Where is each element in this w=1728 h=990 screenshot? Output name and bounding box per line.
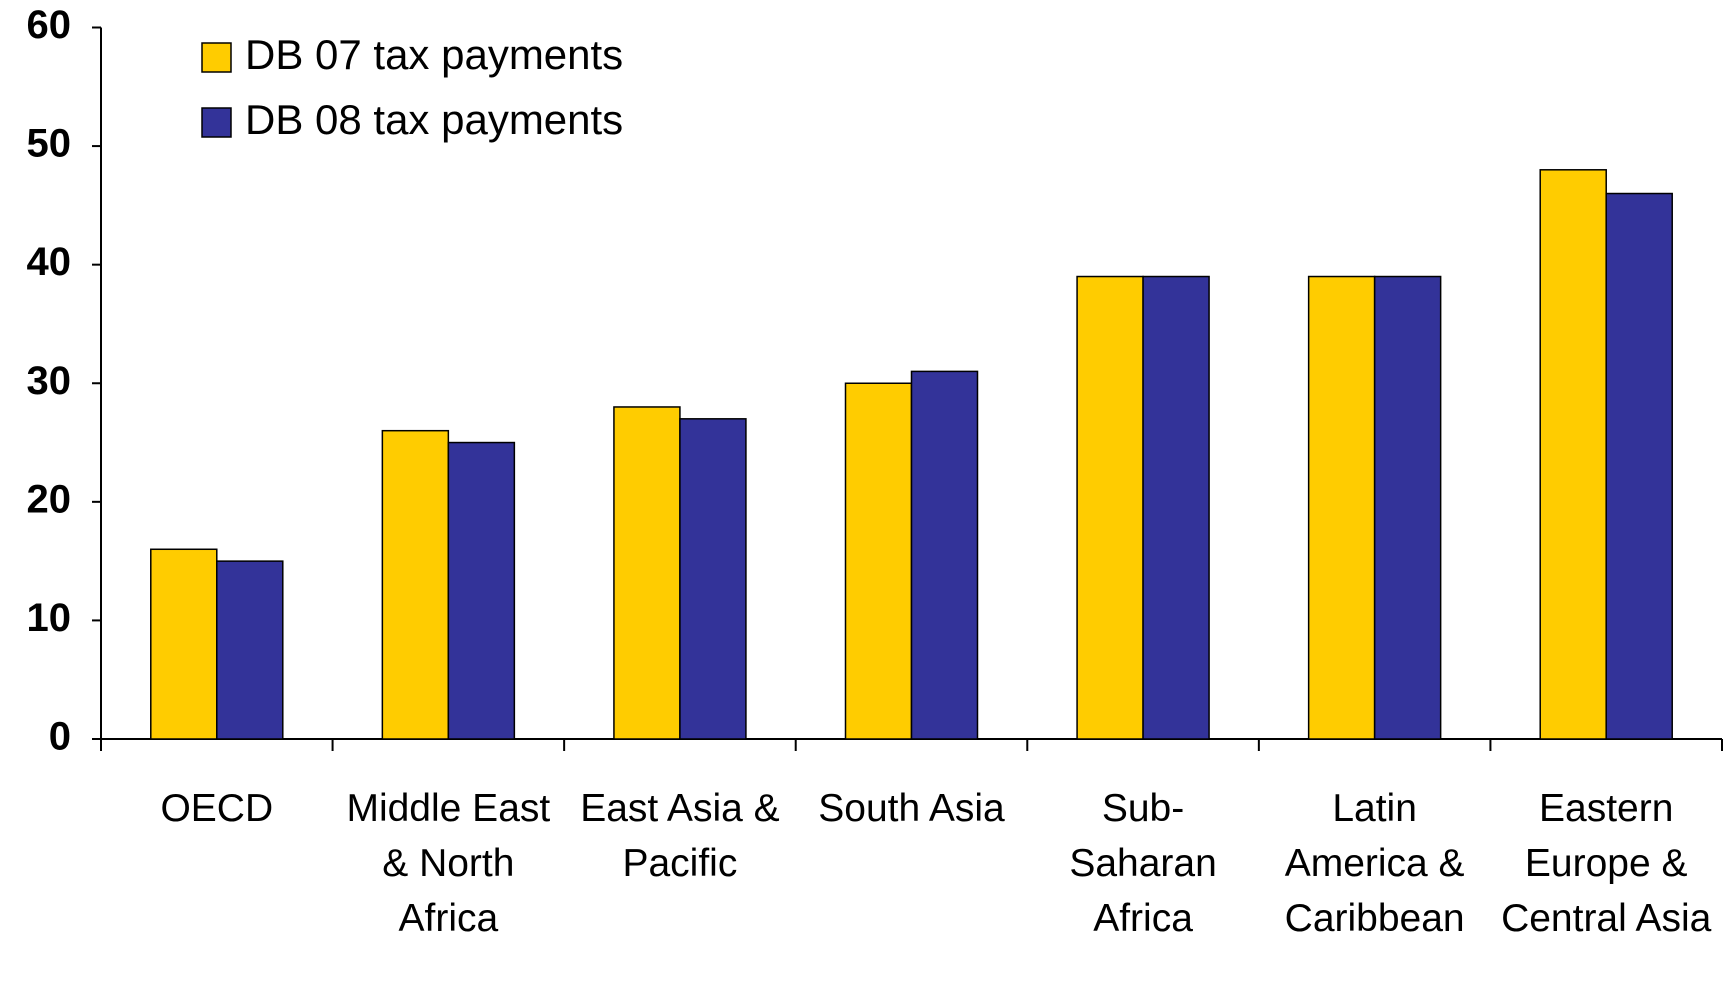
bar (1307, 275, 1376, 740)
bar (910, 370, 979, 740)
bar (679, 418, 747, 740)
bar (447, 441, 516, 740)
bar (1373, 275, 1442, 740)
legend-swatch (201, 107, 232, 138)
x-tick-label: OECD (160, 787, 274, 830)
bar (216, 560, 284, 740)
bar (381, 429, 450, 740)
x-tick-label: Eastern Europe & Central Asia (1501, 787, 1712, 940)
y-tick-label: 0 (49, 715, 71, 759)
legend-swatch (201, 42, 232, 73)
legend-label: DB 07 tax payments (245, 31, 623, 78)
y-tick-label: 60 (27, 3, 72, 47)
bar (844, 382, 913, 740)
x-tick-label: East Asia & Pacific (580, 787, 780, 885)
y-tick-label: 20 (27, 477, 72, 521)
bar (613, 406, 681, 740)
bar (1076, 275, 1144, 740)
x-tick-label: South Asia (818, 787, 1005, 830)
legend-label: DB 08 tax payments (245, 96, 623, 143)
x-tick-label: Latin America & Caribbean (1284, 787, 1465, 940)
x-tick-label: Sub-Saharan Africa (1069, 787, 1217, 940)
y-tick-label: 40 (27, 240, 72, 284)
y-tick-label: 30 (27, 359, 72, 403)
bar (1142, 275, 1210, 740)
bar (1605, 192, 1673, 740)
y-tick-label: 10 (27, 596, 72, 640)
x-tick-label: Middle East & North Africa (346, 787, 551, 940)
bar (150, 548, 218, 740)
y-tick-label: 50 (27, 122, 72, 166)
bar (1539, 169, 1607, 740)
